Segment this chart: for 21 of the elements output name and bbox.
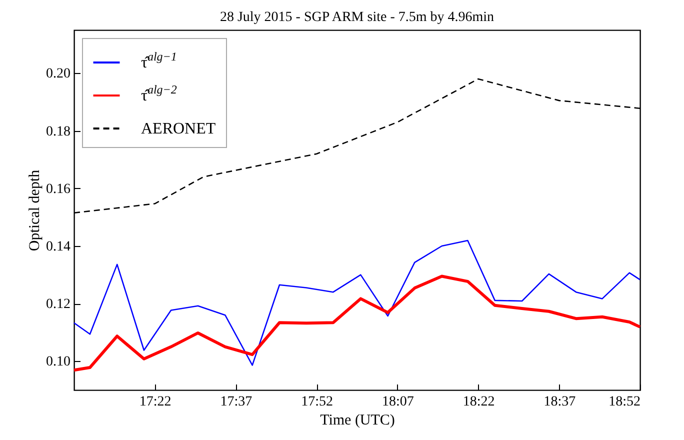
y-tick-label: 0.18: [46, 124, 70, 140]
y-tick-label: 0.12: [46, 297, 70, 312]
line-series: [72, 274, 642, 372]
y-tick-label: 0.10: [46, 354, 70, 370]
y-axis-title: Optical depth: [27, 169, 43, 252]
x-tick-label: 18:22: [462, 394, 495, 410]
x-tick-label: 17:37: [220, 394, 252, 410]
x-tick-label: 18:52: [608, 394, 640, 410]
chart-title: 28 July 2015 - SGP ARM site - 7.5m by 4.96min: [220, 10, 494, 25]
y-tick-label: 0.20: [46, 66, 70, 82]
y-tick-label: 0.14: [46, 240, 70, 254]
x-tick-label: 18:07: [382, 394, 414, 410]
x-tick-label: 17:52: [301, 394, 334, 410]
legend-label: τ̂$^{alg−1}$: [141, 50, 177, 72]
legend-label: AERONET: [141, 120, 216, 138]
y-tick-label: 0.16: [46, 182, 70, 197]
x-tick-label: 17:22: [139, 394, 172, 410]
x-tick-label: 18:37: [544, 394, 576, 410]
line-series: [73, 240, 641, 366]
legend-label: τ̂$^{alg−2}$: [141, 82, 177, 104]
x-axis-title: Time (UTC): [320, 412, 395, 428]
